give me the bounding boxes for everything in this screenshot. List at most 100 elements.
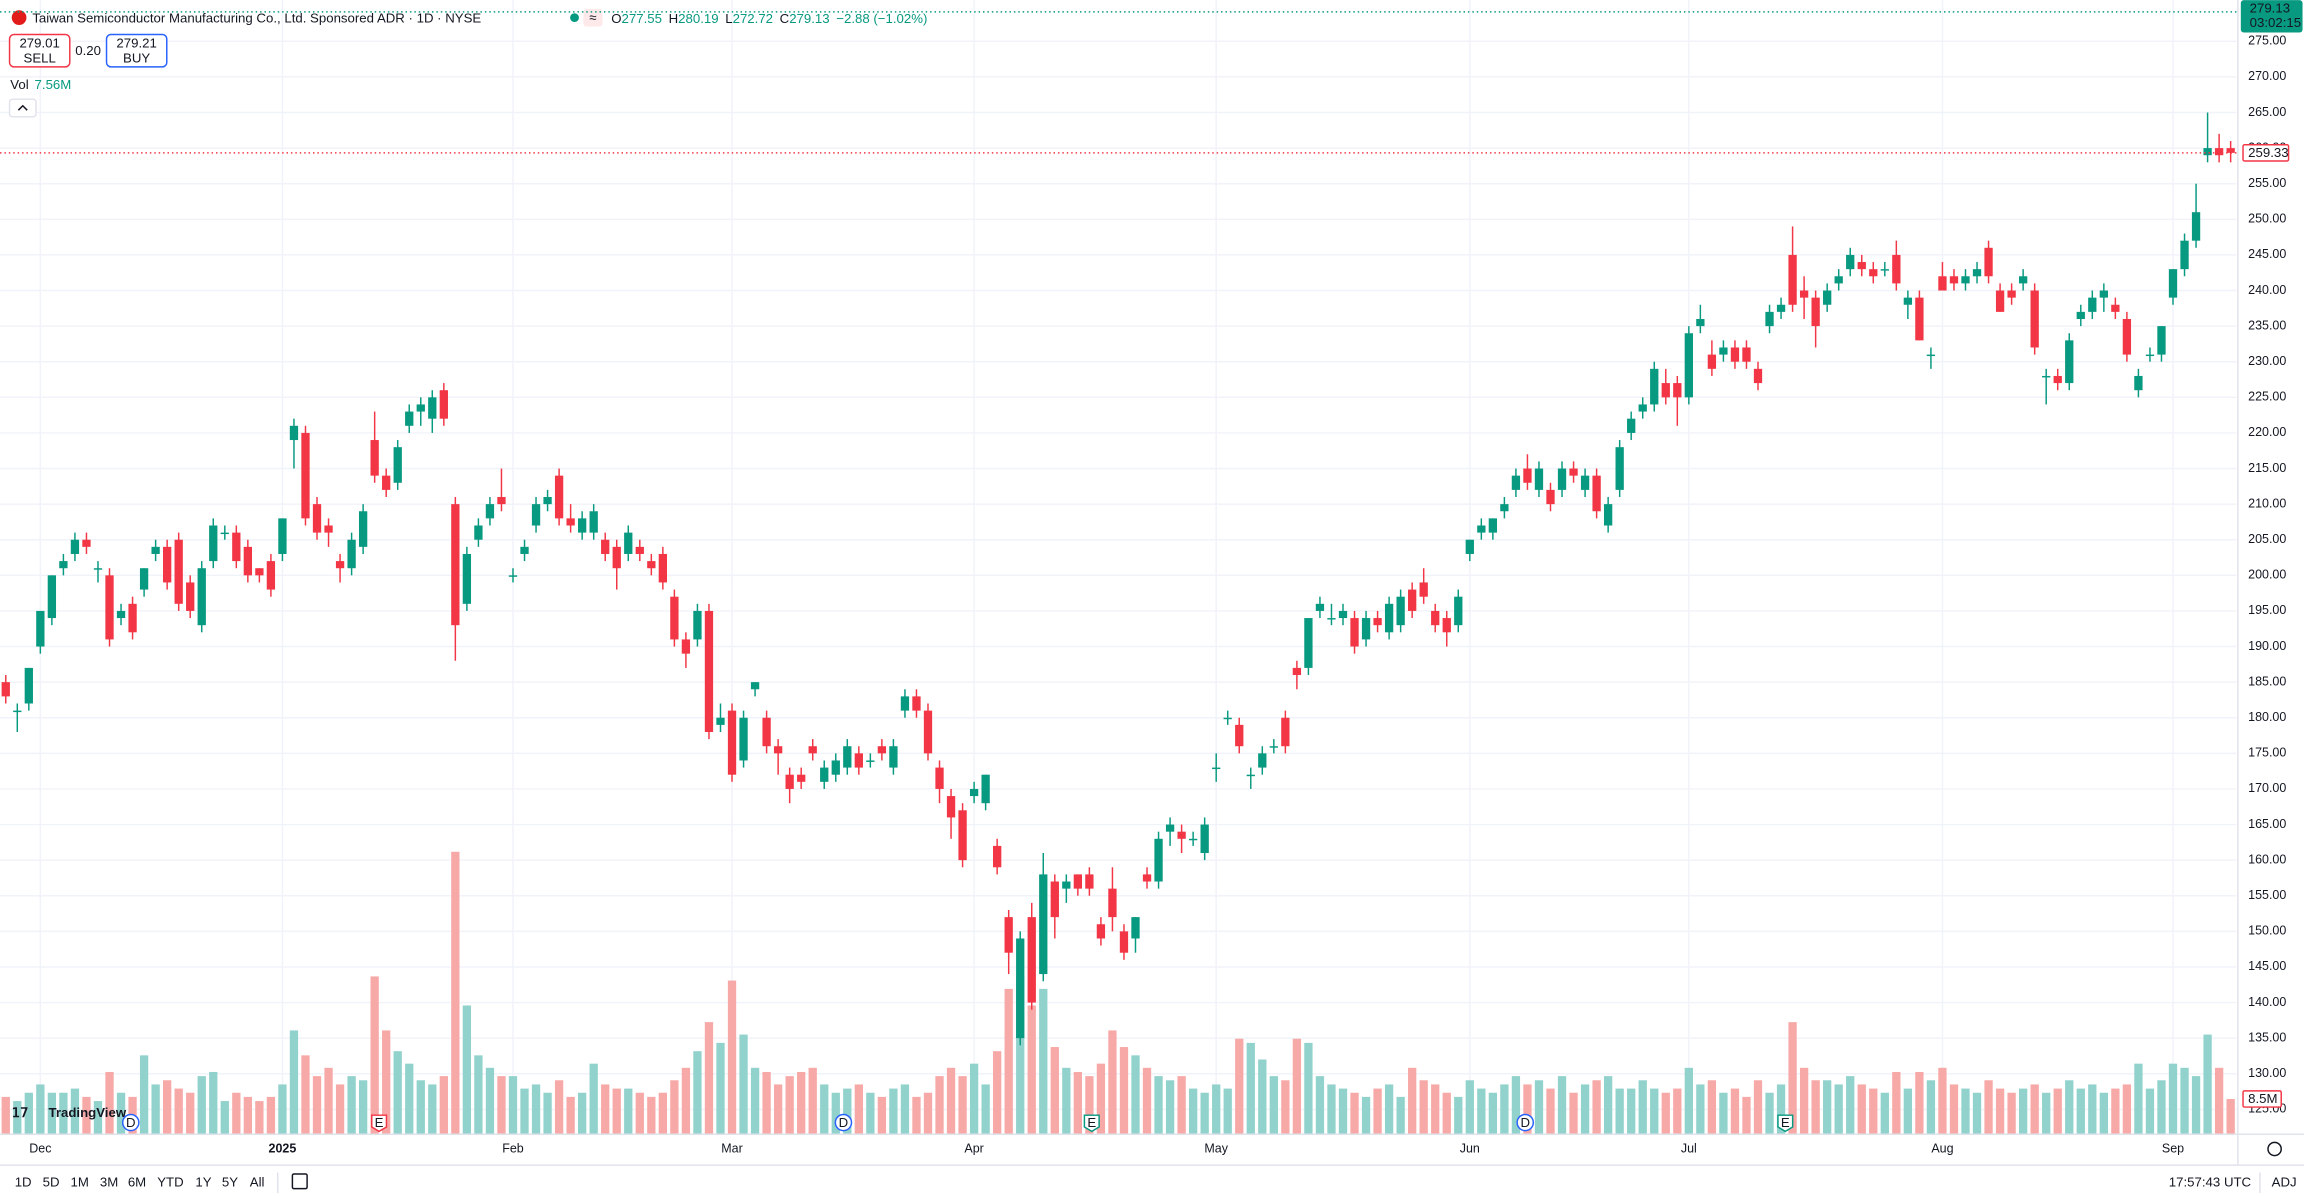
range-button[interactable]: All [250,1174,265,1189]
y-tick-label: 170.00 [2248,781,2286,795]
adj-button[interactable]: ADJ [2272,1174,2297,1189]
volume-bar [601,1084,610,1135]
candle-body [2122,318,2132,355]
range-button[interactable]: 1Y [195,1174,211,1189]
buy-price[interactable]: 279.21 [116,36,156,51]
volume-bar [2157,1080,2166,1135]
range-button[interactable]: 3M [100,1174,118,1189]
collapse-button[interactable] [8,98,37,118]
candle-body [658,553,668,583]
range-button[interactable]: 5D [43,1174,60,1189]
volume-bar [808,1067,817,1135]
volume-bar [935,1076,944,1135]
volume-bar [2088,1084,2097,1135]
y-tick-label: 180.00 [2248,710,2286,724]
volume-bar [612,1088,621,1135]
candle-body [1188,838,1198,841]
candle-body [601,539,610,554]
volume-bar [370,976,379,1135]
volume-bar [785,1076,794,1135]
candle-body [1454,596,1463,626]
range-button[interactable]: YTD [157,1174,183,1189]
volume-bar [405,1063,414,1135]
event-label[interactable]: E [1087,1115,1096,1130]
volume-bar [2007,1092,2016,1135]
volume-bar [1742,1096,1751,1135]
candle-body [1131,917,1140,939]
event-marker[interactable] [1516,1113,1535,1132]
event-marker[interactable] [1083,1114,1100,1133]
volume-bar [93,1101,103,1135]
sell-label[interactable]: SELL [24,50,56,65]
candle-body [1269,746,1278,748]
candle-body [1730,347,1740,362]
volume-bar [1823,1080,1832,1135]
date-range-icon[interactable] [291,1173,308,1190]
y-tick-label: 255.00 [2248,176,2286,190]
candle-body [635,546,644,554]
volume-bar [1350,1092,1359,1135]
volume-bar [1673,1088,1682,1135]
volume-bar [1373,1088,1382,1135]
event-label[interactable]: D [1520,1115,1530,1130]
volume-bar [820,1084,829,1135]
event-marker[interactable] [1777,1114,1794,1133]
range-button[interactable]: 5Y [222,1174,238,1189]
volume-bar [508,1076,518,1135]
y-tick-label: 175.00 [2248,746,2286,760]
sell-button[interactable] [8,33,71,68]
candle-body [2076,311,2085,319]
candle-body [935,767,944,789]
event-label[interactable]: E [375,1115,384,1130]
volume-bar [266,1096,276,1135]
volume-bar [981,1084,990,1135]
candle-body [116,610,126,619]
y-tick-label: 145.00 [2248,959,2286,973]
x-tick-label: Jun [1460,1141,1480,1155]
candle-body [278,518,287,554]
y-tick-label: 165.00 [2248,817,2286,831]
collapse-icon[interactable] [17,104,28,111]
volume-bar [13,1101,22,1135]
sell-price[interactable]: 279.01 [19,36,59,51]
volume-bar [1016,976,1025,1135]
event-marker[interactable] [834,1113,853,1132]
grid [0,0,2237,1135]
range-button[interactable]: 1M [71,1174,89,1189]
range-button[interactable]: 1D [15,1174,32,1189]
volume-bar [1569,1092,1578,1135]
candle-body [243,546,252,576]
volume-bar [1546,1088,1555,1135]
candle-body [2214,148,2224,156]
live-price-box [2240,0,2303,33]
volume-bar [428,1084,437,1135]
y-tick-label: 135.00 [2248,1030,2286,1044]
candle-body [1880,269,1889,271]
candle-body [1108,888,1117,918]
event-label[interactable]: D [126,1115,136,1130]
event-label[interactable]: E [1781,1115,1790,1130]
candle-body [543,497,552,505]
buy-button[interactable] [105,33,168,68]
volume-bar [358,1080,368,1135]
event-marker[interactable] [371,1114,388,1133]
candle-body [670,596,679,640]
candle-body [624,532,633,554]
settings-icon[interactable] [2267,1141,2282,1157]
candle-body [1281,717,1290,747]
candle-body [1696,318,1705,327]
buy-label[interactable]: BUY [123,50,150,65]
volume-bar [312,1076,322,1135]
volume-bar [416,1080,425,1135]
x-tick-label: Apr [964,1141,983,1155]
volume-bar [889,1088,898,1135]
candle-body [1050,881,1059,918]
candle-body [1523,468,1532,483]
volume-bar [1880,1092,1889,1135]
event-label[interactable]: D [839,1115,849,1130]
candle-body [347,539,356,569]
candle-body [773,746,783,754]
event-marker[interactable] [121,1113,140,1132]
range-button[interactable]: 6M [128,1174,146,1189]
candle-body [358,511,368,547]
